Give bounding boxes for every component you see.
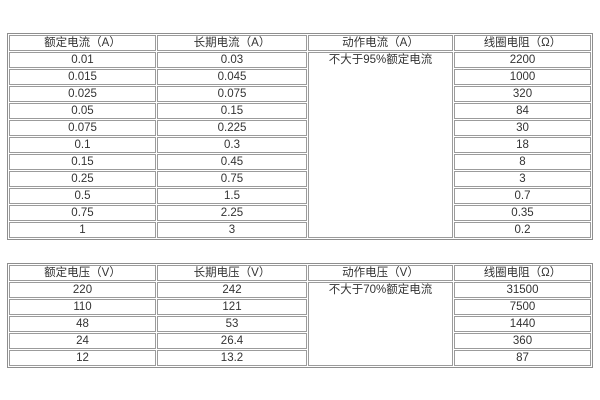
table-cell: 3 [157, 222, 307, 238]
table-cell: 84 [454, 103, 591, 119]
table-row: 0.015 0.045 1000 [9, 69, 591, 85]
table-cell: 24 [9, 333, 156, 349]
table-cell: 2.25 [157, 205, 307, 221]
table-cell: 0.15 [9, 154, 156, 170]
table-row: 12 13.2 87 [9, 350, 591, 366]
voltage-spec-table: 额定电压（V） 长期电压（V） 动作电压（V） 线圈电阻（Ω） 220 242 不大于70… [7, 263, 593, 368]
table-row: 0.1 0.3 18 [9, 137, 591, 153]
table-cell: 0.075 [157, 86, 307, 102]
table-cell: 1.5 [157, 188, 307, 204]
table-cell: 0.15 [157, 103, 307, 119]
table-row: 0.5 1.5 0.7 [9, 188, 591, 204]
current-spec-table-body: 0.01 0.03 不大于95%额定电流 2200 0.015 0.045 1000 0.02… [9, 52, 591, 238]
table-cell: 87 [454, 350, 591, 366]
table-cell: 3 [454, 171, 591, 187]
table-cell: 0.03 [157, 52, 307, 68]
table-cell: 53 [157, 316, 307, 332]
table-cell: 121 [157, 299, 307, 315]
table-row: 0.05 0.15 84 [9, 103, 591, 119]
header-row: 额定电流（A） 长期电流（A） 动作电流（A） 线圈电阻（Ω） [9, 35, 591, 51]
column-header: 额定电流（A） [9, 35, 156, 51]
table-cell: 360 [454, 333, 591, 349]
table-row: 0.25 0.75 3 [9, 171, 591, 187]
merged-condition-cell: 不大于70%额定电流 [308, 282, 453, 366]
table-row: 1 3 0.2 [9, 222, 591, 238]
table-cell: 48 [9, 316, 156, 332]
table-cell: 0.35 [454, 205, 591, 221]
table-cell: 1440 [454, 316, 591, 332]
table-cell: 220 [9, 282, 156, 298]
table-cell: 0.025 [9, 86, 156, 102]
column-header: 动作电流（A） [308, 35, 453, 51]
column-header: 线圈电阻（Ω） [454, 35, 591, 51]
table-cell: 0.015 [9, 69, 156, 85]
table-row: 110 121 7500 [9, 299, 591, 315]
column-header: 线圈电阻（Ω） [454, 265, 591, 281]
table-cell: 0.075 [9, 120, 156, 136]
table-cell: 1 [9, 222, 156, 238]
current-spec-table: 额定电流（A） 长期电流（A） 动作电流（A） 线圈电阻（Ω） 0.01 0.03 不大于… [7, 33, 593, 240]
table-cell: 0.01 [9, 52, 156, 68]
table-cell: 0.045 [157, 69, 307, 85]
current-spec-table-header: 额定电流（A） 长期电流（A） 动作电流（A） 线圈电阻（Ω） [9, 35, 591, 51]
table-cell: 7500 [454, 299, 591, 315]
table-cell: 12 [9, 350, 156, 366]
table-cell: 0.2 [454, 222, 591, 238]
table-cell: 8 [454, 154, 591, 170]
column-header: 动作电压（V） [308, 265, 453, 281]
table-cell: 30 [454, 120, 591, 136]
table-cell: 2200 [454, 52, 591, 68]
table-cell: 0.1 [9, 137, 156, 153]
table-cell: 242 [157, 282, 307, 298]
column-header: 长期电流（A） [157, 35, 307, 51]
voltage-spec-table-header: 额定电压（V） 长期电压（V） 动作电压（V） 线圈电阻（Ω） [9, 265, 591, 281]
table-cell: 110 [9, 299, 156, 315]
table-row: 0.15 0.45 8 [9, 154, 591, 170]
table-cell: 0.75 [9, 205, 156, 221]
merged-condition-cell: 不大于95%额定电流 [308, 52, 453, 238]
table-cell: 26.4 [157, 333, 307, 349]
table-row: 0.075 0.225 30 [9, 120, 591, 136]
header-row: 额定电压（V） 长期电压（V） 动作电压（V） 线圈电阻（Ω） [9, 265, 591, 281]
table-row: 0.025 0.075 320 [9, 86, 591, 102]
table-row: 48 53 1440 [9, 316, 591, 332]
table-cell: 0.75 [157, 171, 307, 187]
table-row: 0.01 0.03 不大于95%额定电流 2200 [9, 52, 591, 238]
table-row: 0.75 2.25 0.35 [9, 205, 591, 221]
column-header: 额定电压（V） [9, 265, 156, 281]
table-row: 24 26.4 360 [9, 333, 591, 349]
table-cell: 1000 [454, 69, 591, 85]
table-cell: 0.05 [9, 103, 156, 119]
table-cell: 0.7 [454, 188, 591, 204]
table-cell: 0.3 [157, 137, 307, 153]
voltage-spec-table-body: 220 242 不大于70%额定电流 31500 110 121 7500 48 53 1440 2… [9, 282, 591, 366]
column-header: 长期电压（V） [157, 265, 307, 281]
table-cell: 31500 [454, 282, 591, 298]
table-cell: 320 [454, 86, 591, 102]
table-cell: 18 [454, 137, 591, 153]
table-cell: 0.45 [157, 154, 307, 170]
table-cell: 0.225 [157, 120, 307, 136]
table-cell: 0.5 [9, 188, 156, 204]
table-cell: 0.25 [9, 171, 156, 187]
table-row: 220 242 不大于70%额定电流 31500 [9, 282, 591, 366]
table-cell: 13.2 [157, 350, 307, 366]
